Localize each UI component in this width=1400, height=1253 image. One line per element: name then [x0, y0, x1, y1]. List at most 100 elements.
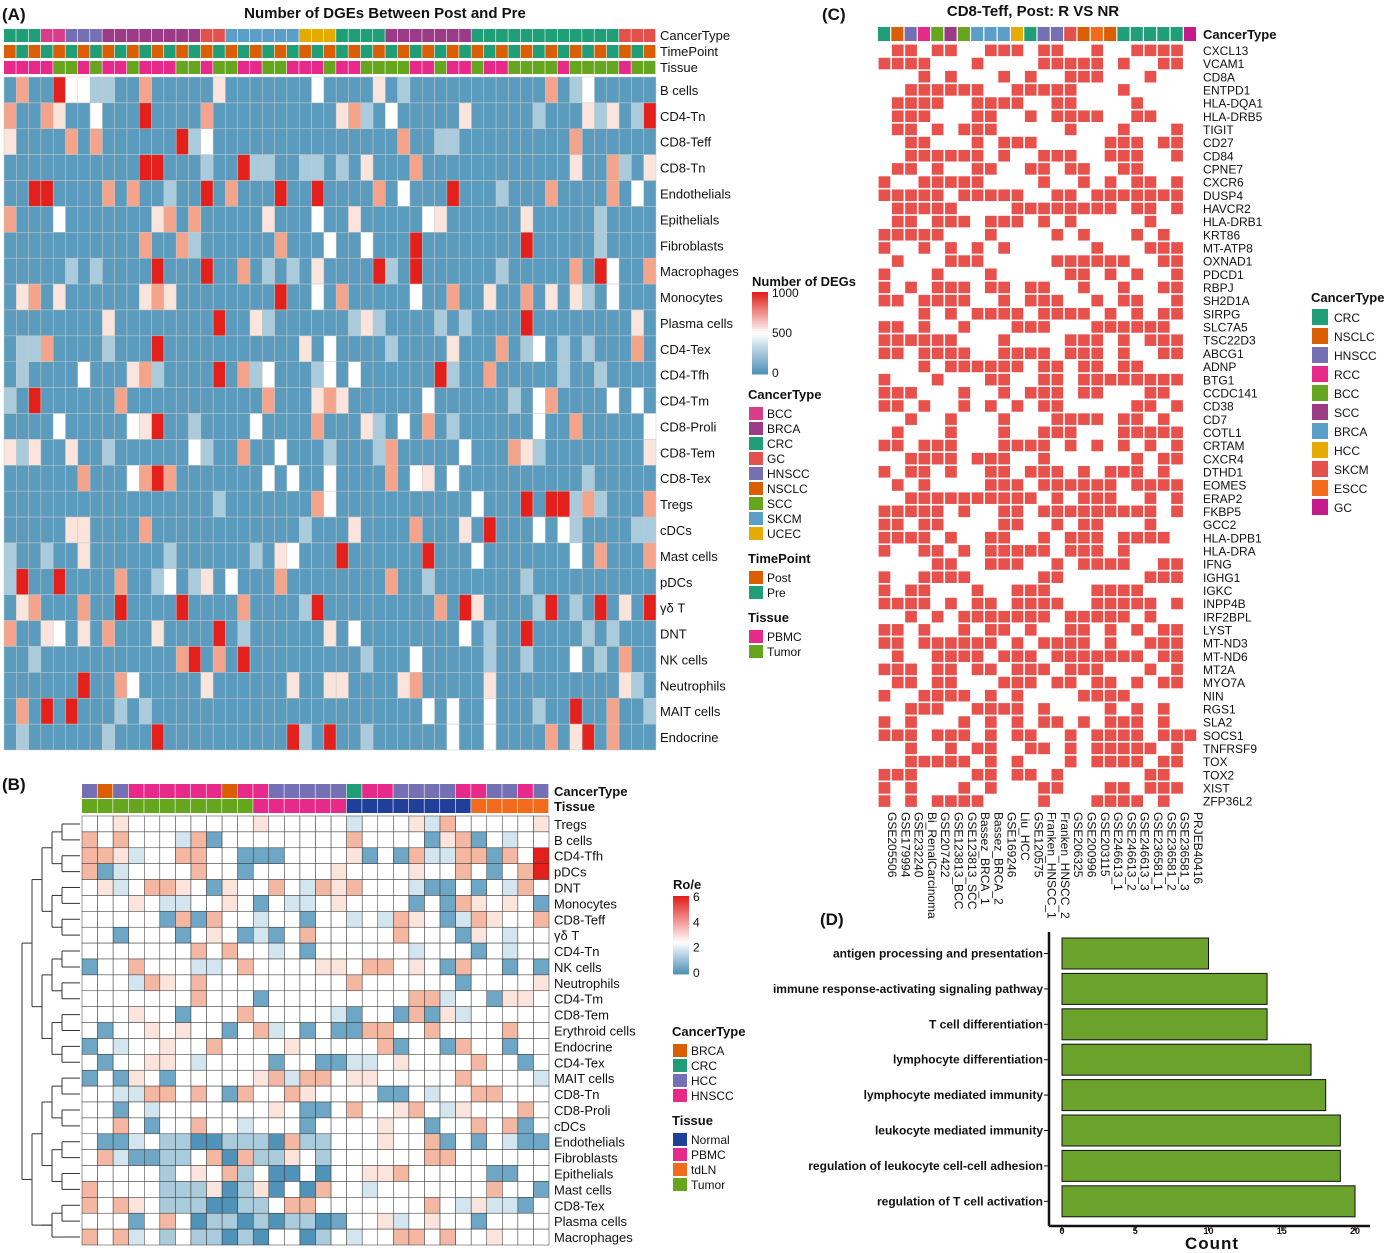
heatmap-cell — [188, 490, 202, 518]
tissue-cell — [97, 799, 113, 813]
colorbar-step — [752, 341, 768, 344]
legend-label: HCC — [691, 1074, 717, 1088]
heatmap-cell — [249, 180, 263, 207]
heatmap-cell — [28, 102, 42, 130]
heatmap-cell — [200, 542, 214, 570]
heatmap-cell — [212, 620, 226, 647]
grid-cell — [998, 452, 1010, 465]
grid-cell — [1024, 624, 1037, 636]
heatmap-cell — [252, 879, 270, 896]
heatmap-cell — [470, 942, 487, 960]
heatmap-cell — [346, 926, 363, 944]
heatmap-cell — [151, 387, 165, 414]
heatmap-cell — [643, 335, 657, 362]
heatmap-cell — [330, 942, 347, 960]
grid-cell — [891, 400, 904, 412]
heatmap-cell — [112, 847, 129, 864]
grid-cell — [958, 149, 971, 162]
heatmap-cell — [471, 361, 485, 388]
grid-cell — [985, 742, 997, 755]
heatmap-cell — [335, 206, 349, 233]
heatmap-cell — [299, 1197, 316, 1214]
heatmap-cell — [221, 1069, 238, 1087]
heatmap-cell — [397, 102, 411, 130]
grid-cell — [1131, 755, 1143, 768]
heatmap-cell — [446, 283, 460, 311]
heatmap-cell — [424, 1006, 441, 1023]
heatmap-cell — [502, 1054, 519, 1071]
grid-cell — [1078, 492, 1090, 504]
heatmap-cell — [284, 879, 301, 896]
tissue-cell — [114, 61, 127, 74]
grid-cell — [931, 163, 944, 175]
heatmap-cell — [128, 990, 145, 1007]
heatmap-cell — [486, 926, 503, 944]
grid-cell — [1144, 742, 1157, 755]
heatmap-cell — [190, 1228, 207, 1246]
legend-label: BRCA — [767, 422, 800, 436]
grid-cell — [1144, 387, 1157, 399]
grid-cell — [931, 663, 944, 676]
heatmap-cell — [348, 413, 362, 440]
heatmap-cell — [361, 1117, 379, 1135]
heatmap-cell — [252, 1117, 270, 1135]
colorbar-step — [752, 304, 768, 307]
grid-cell — [945, 558, 957, 570]
row-label: CD4-Tm — [554, 992, 603, 1007]
heatmap-cell — [361, 1069, 379, 1087]
cancer-type-cell — [424, 784, 440, 798]
heatmap-cell — [298, 620, 312, 647]
heatmap-cell — [508, 620, 521, 647]
heatmap-cell — [348, 594, 362, 621]
colorbar-step — [752, 312, 768, 316]
heatmap-cell — [175, 154, 189, 181]
cancer-type-cell — [1104, 27, 1117, 41]
heatmap-cell — [126, 568, 140, 595]
cancer-type-cell — [250, 29, 262, 42]
heatmap-cell — [249, 413, 263, 440]
heatmap-cell — [323, 76, 337, 104]
grid-cell — [1118, 795, 1130, 807]
heatmap-cell — [81, 895, 98, 912]
heatmap-cell — [520, 568, 534, 595]
heatmap-cell — [508, 516, 521, 544]
heatmap-cell — [372, 594, 386, 621]
heatmap-cell — [114, 102, 128, 130]
grid-cell — [931, 294, 944, 307]
heatmap-cell — [190, 942, 207, 960]
heatmap-cell — [470, 1085, 487, 1103]
heatmap-cell — [486, 1197, 503, 1214]
heatmap-cell — [581, 335, 595, 362]
grid-cell — [1104, 742, 1117, 755]
grid-cell — [998, 97, 1010, 109]
heatmap-cell — [190, 1117, 207, 1135]
heatmap-cell — [65, 154, 79, 181]
grid-cell — [918, 624, 931, 636]
heatmap-cell — [3, 102, 17, 130]
grid-cell — [1024, 584, 1037, 597]
heatmap-cell — [360, 490, 374, 518]
grid-cell — [1064, 742, 1077, 755]
tissue-cell — [65, 61, 78, 74]
grid-cell — [1038, 281, 1050, 294]
heatmap-cell — [144, 942, 161, 960]
heatmap-cell — [643, 542, 657, 570]
grid-cell — [1038, 663, 1050, 676]
heatmap-cell — [206, 1228, 223, 1246]
grid-cell — [918, 294, 931, 307]
heatmap-cell — [557, 413, 571, 440]
cancer-type-cell — [159, 784, 175, 798]
cancer-type-cell — [360, 29, 373, 42]
grid-cell — [1011, 44, 1024, 57]
heatmap-cell — [28, 361, 42, 388]
heatmap-cell — [212, 361, 226, 388]
heatmap-cell — [175, 863, 192, 880]
cancer-type-cell — [533, 784, 549, 798]
grid-cell — [1157, 466, 1170, 478]
heatmap-cell — [249, 335, 263, 362]
heatmap-cell — [330, 831, 347, 849]
grid-cell — [1064, 255, 1077, 267]
colorbar-step — [752, 322, 768, 326]
heatmap-cell — [346, 1085, 363, 1103]
heatmap-cell — [262, 180, 275, 207]
